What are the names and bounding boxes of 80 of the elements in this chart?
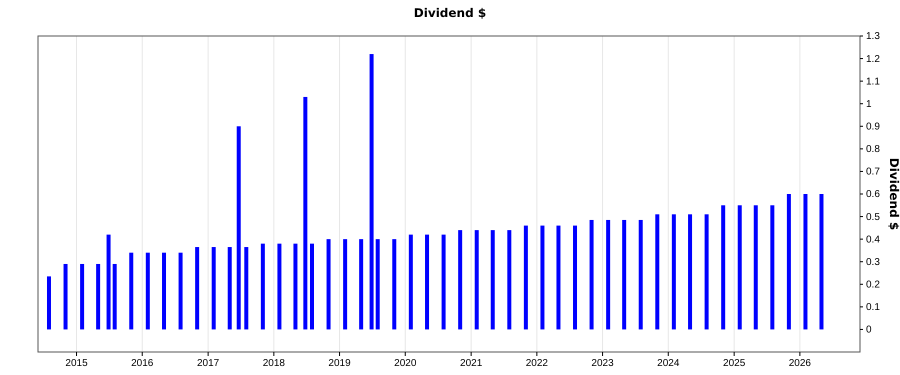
x-tick-label: 2022	[526, 358, 548, 370]
bar	[490, 230, 495, 330]
bar	[112, 264, 117, 330]
chart-title: Dividend $	[414, 6, 486, 20]
bar	[212, 247, 216, 330]
y-tick-label: 0.3	[866, 256, 880, 268]
bar	[343, 239, 348, 330]
x-tick-label: 2020	[394, 358, 417, 370]
bar	[606, 220, 610, 330]
y-tick-label: 0.5	[866, 212, 880, 223]
y-tick-label: 1.3	[866, 31, 880, 42]
bar	[803, 194, 808, 330]
bar	[293, 244, 298, 330]
x-tick-label: 2018	[262, 358, 286, 370]
y-tick-label: 0.4	[866, 234, 880, 246]
bar	[688, 214, 692, 330]
bar	[326, 239, 331, 330]
bar	[244, 247, 248, 330]
y-tick-label: 0	[866, 324, 872, 336]
bar	[277, 244, 282, 330]
bar	[738, 205, 742, 330]
bar	[507, 230, 512, 330]
bar	[524, 226, 528, 330]
bar	[376, 239, 380, 330]
bar	[786, 194, 791, 330]
y-tick-label: 0.6	[866, 189, 880, 200]
y-tick-label: 1	[866, 98, 872, 110]
y-tick-label: 0.2	[866, 279, 880, 290]
x-tick-label: 2026	[788, 358, 812, 370]
bar	[303, 96, 308, 330]
x-tick-label: 2023	[591, 358, 614, 370]
y-axis-title: Dividend $	[887, 158, 900, 230]
bar	[260, 244, 265, 330]
x-tick-label: 2021	[460, 358, 483, 370]
x-tick-label: 2016	[131, 358, 154, 370]
y-tick-label: 0.9	[866, 121, 880, 132]
bar	[590, 220, 594, 330]
bar	[425, 234, 430, 330]
x-tick-label: 2019	[328, 358, 352, 370]
bar	[556, 226, 560, 330]
bar	[573, 226, 578, 330]
bar	[359, 239, 364, 330]
bar	[819, 194, 824, 330]
bar	[310, 244, 314, 330]
x-tick-label: 2015	[65, 358, 88, 370]
y-tick-label: 0.7	[866, 166, 880, 178]
bar	[162, 252, 166, 330]
bar	[178, 252, 183, 330]
bar	[458, 230, 462, 330]
bar	[721, 205, 726, 330]
bar	[146, 252, 150, 330]
x-tick-label: 2024	[657, 358, 680, 370]
bar	[655, 214, 660, 330]
y-tick-label: 1.1	[866, 76, 880, 88]
bar	[46, 276, 51, 330]
x-tick-label: 2017	[197, 358, 220, 370]
bar	[770, 205, 774, 330]
bar	[106, 234, 111, 330]
bar	[64, 264, 68, 330]
bar	[704, 214, 709, 330]
y-tick-label: 1.2	[866, 54, 880, 65]
bar	[80, 264, 84, 330]
bar	[474, 230, 479, 330]
bar	[442, 234, 446, 330]
bar	[228, 247, 232, 330]
bar	[622, 220, 626, 330]
bar	[96, 264, 100, 330]
bar	[672, 214, 676, 330]
x-tick-label: 2025	[723, 358, 746, 370]
bar	[236, 126, 241, 330]
bar	[392, 239, 396, 330]
bar	[129, 252, 134, 330]
bar	[638, 220, 643, 330]
y-tick-label: 0.1	[866, 302, 880, 314]
y-tick-label: 0.8	[866, 144, 880, 156]
bar	[370, 54, 374, 330]
bar	[195, 247, 200, 330]
bar	[408, 234, 413, 330]
bar	[754, 205, 758, 330]
bar	[540, 226, 544, 330]
